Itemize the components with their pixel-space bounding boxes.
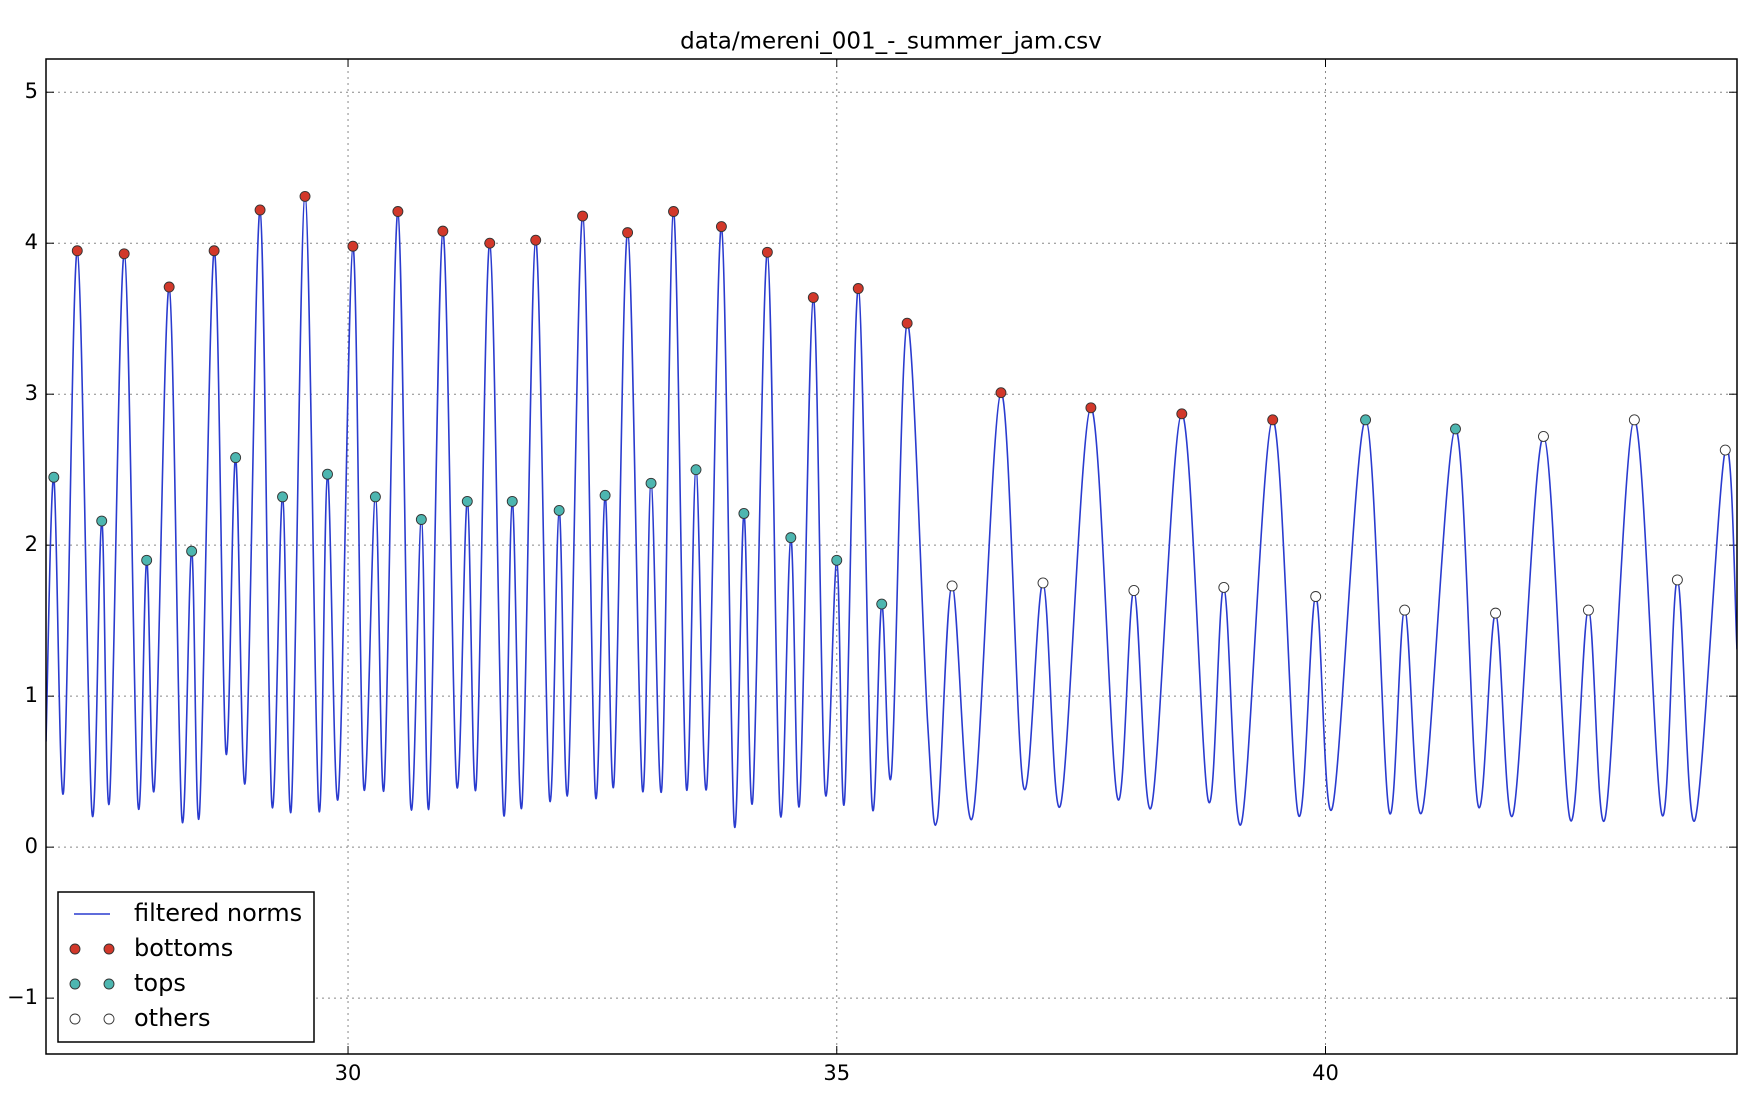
point	[995, 387, 1007, 399]
point	[392, 206, 404, 217]
point	[1128, 585, 1140, 596]
point	[1628, 414, 1640, 426]
point	[369, 491, 381, 503]
point	[738, 508, 750, 519]
point	[690, 464, 702, 476]
legend-swatch	[103, 943, 115, 955]
x-tick-label: 40	[1312, 1061, 1339, 1085]
point	[1399, 604, 1411, 616]
y-tick-label: 1	[25, 683, 38, 707]
point	[322, 468, 333, 480]
line-series	[46, 195, 1737, 828]
point	[852, 283, 864, 294]
point	[668, 206, 679, 217]
point	[71, 245, 83, 257]
point	[785, 532, 797, 544]
point	[1582, 604, 1594, 616]
point	[530, 234, 542, 246]
point	[484, 237, 496, 249]
point	[437, 225, 449, 237]
y-tick-label: 5	[25, 79, 38, 103]
x-tick-label: 35	[823, 1061, 850, 1085]
y-tick-label: −1	[7, 985, 38, 1009]
point	[254, 204, 266, 216]
point	[577, 210, 589, 222]
point	[622, 227, 634, 239]
legend-label: bottoms	[134, 934, 233, 962]
y-tick-label: 3	[25, 381, 38, 405]
point	[208, 245, 220, 257]
point	[163, 281, 175, 293]
point	[946, 580, 958, 592]
point	[277, 491, 288, 503]
point	[1218, 582, 1230, 593]
point	[599, 489, 611, 501]
legend-swatch	[103, 978, 115, 990]
point	[347, 240, 359, 252]
point	[761, 246, 773, 258]
point	[118, 248, 130, 260]
point	[553, 504, 565, 516]
point	[1310, 591, 1322, 602]
legend-swatch	[103, 1013, 115, 1025]
y-tick-label: 2	[25, 532, 38, 556]
point	[48, 471, 60, 483]
legend-label: filtered norms	[134, 899, 302, 927]
point	[645, 477, 657, 489]
point	[1450, 423, 1461, 435]
point	[1360, 414, 1372, 426]
point	[1671, 574, 1683, 586]
point	[1490, 607, 1502, 619]
point	[1267, 414, 1279, 426]
plot-frame	[45, 58, 1738, 1055]
point	[141, 554, 153, 566]
y-tick-label: 4	[25, 230, 38, 254]
legend-label: others	[134, 1004, 210, 1032]
point	[415, 514, 427, 525]
point	[186, 545, 198, 557]
y-tick-label: 0	[25, 834, 38, 858]
chart-title: data/mereni_001_-_summer_jam.csv	[680, 29, 1102, 55]
point	[1176, 408, 1188, 420]
legend-label: tops	[134, 969, 186, 997]
point	[506, 495, 518, 507]
x-tick-label: 30	[335, 1061, 362, 1085]
point	[299, 190, 311, 202]
point	[1085, 402, 1097, 414]
legend-box	[57, 891, 315, 1043]
point	[901, 317, 913, 329]
legend-swatch	[69, 1013, 81, 1025]
point	[831, 554, 843, 566]
point	[876, 598, 888, 610]
point	[1037, 577, 1049, 589]
legend-swatch	[69, 943, 81, 955]
point	[461, 495, 473, 507]
point	[1538, 431, 1549, 442]
point	[807, 292, 819, 304]
point	[715, 221, 727, 233]
point	[230, 452, 242, 464]
point	[96, 515, 108, 527]
point	[1719, 444, 1731, 456]
legend-swatch	[69, 978, 81, 990]
